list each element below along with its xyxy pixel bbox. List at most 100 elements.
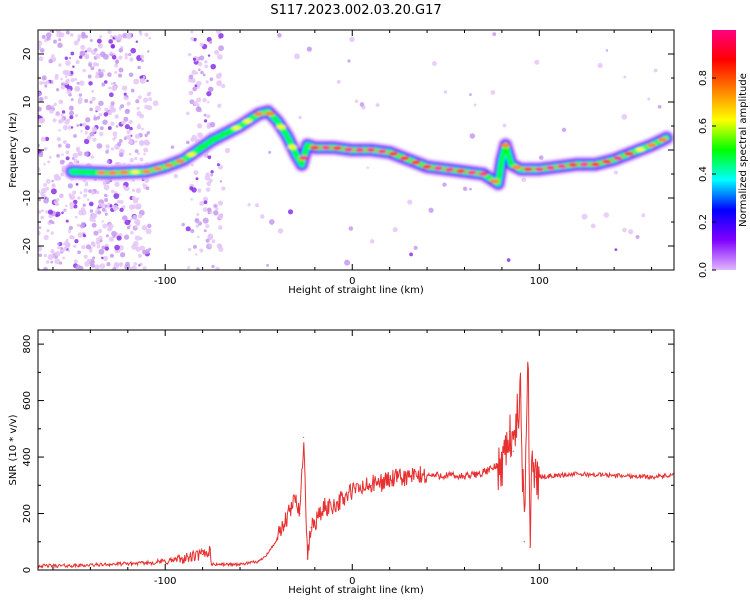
noise-speck <box>63 243 66 246</box>
noise-speck <box>216 28 221 33</box>
noise-speck <box>99 35 102 38</box>
noise-speck <box>111 82 114 85</box>
noise-speck <box>216 80 222 86</box>
noise-speck <box>139 140 144 145</box>
noise-speck <box>38 254 42 258</box>
noise-speck <box>37 106 42 111</box>
noise-speck <box>130 48 136 54</box>
spectrogram-y-tick-label: 0 <box>22 147 33 153</box>
snr-point <box>352 490 353 491</box>
noise-speck <box>88 63 92 67</box>
spectrogram-panel: -100 0 100-20-1001020 Height of straight l… <box>8 28 674 296</box>
noise-speck <box>86 153 89 156</box>
noise-speck <box>132 189 135 192</box>
noise-speck <box>198 189 201 192</box>
snr-point <box>509 431 510 432</box>
noise-speck <box>71 126 73 128</box>
noise-speck <box>136 40 138 42</box>
noise-speck <box>207 125 211 129</box>
noise-speck <box>44 96 48 100</box>
ridge-peak <box>153 167 163 171</box>
snr-y-axis-label: SNR (10 * v/v) <box>8 414 19 485</box>
noise-speck <box>221 186 225 190</box>
noise-speck <box>106 262 110 266</box>
noise-speck <box>113 131 118 136</box>
ridge-peak <box>310 145 320 149</box>
noise-speck <box>79 55 82 58</box>
noise-speck <box>46 32 52 38</box>
noise-speck <box>73 153 79 159</box>
noise-speck <box>204 114 207 117</box>
ridge-peak <box>501 143 511 147</box>
noise-speck <box>221 84 225 88</box>
snr-point <box>529 547 530 548</box>
noise-speck <box>133 79 139 85</box>
ridge-peak <box>568 163 578 167</box>
noise-speck <box>658 105 662 109</box>
noise-speck <box>61 85 66 90</box>
noise-speck <box>614 248 617 251</box>
spectrogram-x-tick-label: 100 <box>530 276 549 287</box>
noise-speck <box>101 220 103 222</box>
noise-speck <box>84 189 88 193</box>
noise-speck <box>190 229 194 233</box>
noise-speck <box>81 245 85 249</box>
colorbar-tick-label: 0.0 <box>698 262 709 278</box>
noise-speck <box>39 41 42 44</box>
noise-speck <box>188 248 191 251</box>
noise-speck <box>111 85 117 91</box>
snr-point <box>267 552 268 553</box>
spectrogram-x-tick-label: -100 <box>154 276 177 287</box>
noise-speck <box>78 151 83 156</box>
noise-speck <box>70 206 73 209</box>
noise-speck <box>119 262 124 267</box>
snr-point <box>303 437 304 438</box>
noise-speck <box>58 144 61 147</box>
noise-speck <box>218 225 223 230</box>
noise-speck <box>64 210 66 212</box>
noise-speck <box>98 43 103 48</box>
noise-speck <box>211 265 214 268</box>
noise-speck <box>503 124 507 128</box>
ridge-peak <box>590 162 600 166</box>
noise-speck <box>132 204 137 209</box>
noise-speck <box>376 103 380 107</box>
noise-speck <box>115 114 119 118</box>
colorbar-tick-label: 0.6 <box>698 118 709 134</box>
noise-speck <box>70 33 74 37</box>
noise-speck <box>44 85 47 88</box>
noise-speck <box>130 158 134 162</box>
noise-speck <box>37 190 40 193</box>
noise-speck <box>61 153 64 156</box>
noise-speck <box>189 91 194 96</box>
noise-speck <box>58 129 61 132</box>
noise-speck <box>38 199 41 202</box>
noise-speck <box>69 195 72 198</box>
noise-speck <box>108 39 113 44</box>
noise-speck <box>137 107 140 110</box>
noise-speck <box>65 57 68 60</box>
noise-speck <box>113 82 115 84</box>
noise-speck <box>214 205 217 208</box>
noise-speck <box>39 226 42 229</box>
noise-speck <box>604 212 609 217</box>
noise-speck <box>100 263 106 269</box>
noise-speck <box>197 236 199 238</box>
noise-speck <box>268 151 271 154</box>
noise-speck <box>102 120 107 125</box>
noise-speck <box>206 80 209 83</box>
noise-speck <box>109 111 112 114</box>
snr-point <box>296 496 297 497</box>
noise-speck <box>105 144 109 148</box>
noise-speck <box>114 71 117 74</box>
snr-point <box>426 475 427 476</box>
noise-speck <box>139 263 142 266</box>
noise-speck <box>474 104 477 107</box>
noise-speck <box>98 202 103 207</box>
noise-speck <box>215 267 220 272</box>
ridge-peak <box>198 145 208 149</box>
noise-speck <box>63 140 67 144</box>
noise-speck <box>195 253 197 255</box>
noise-speck <box>120 104 124 108</box>
noise-speck <box>41 137 46 142</box>
